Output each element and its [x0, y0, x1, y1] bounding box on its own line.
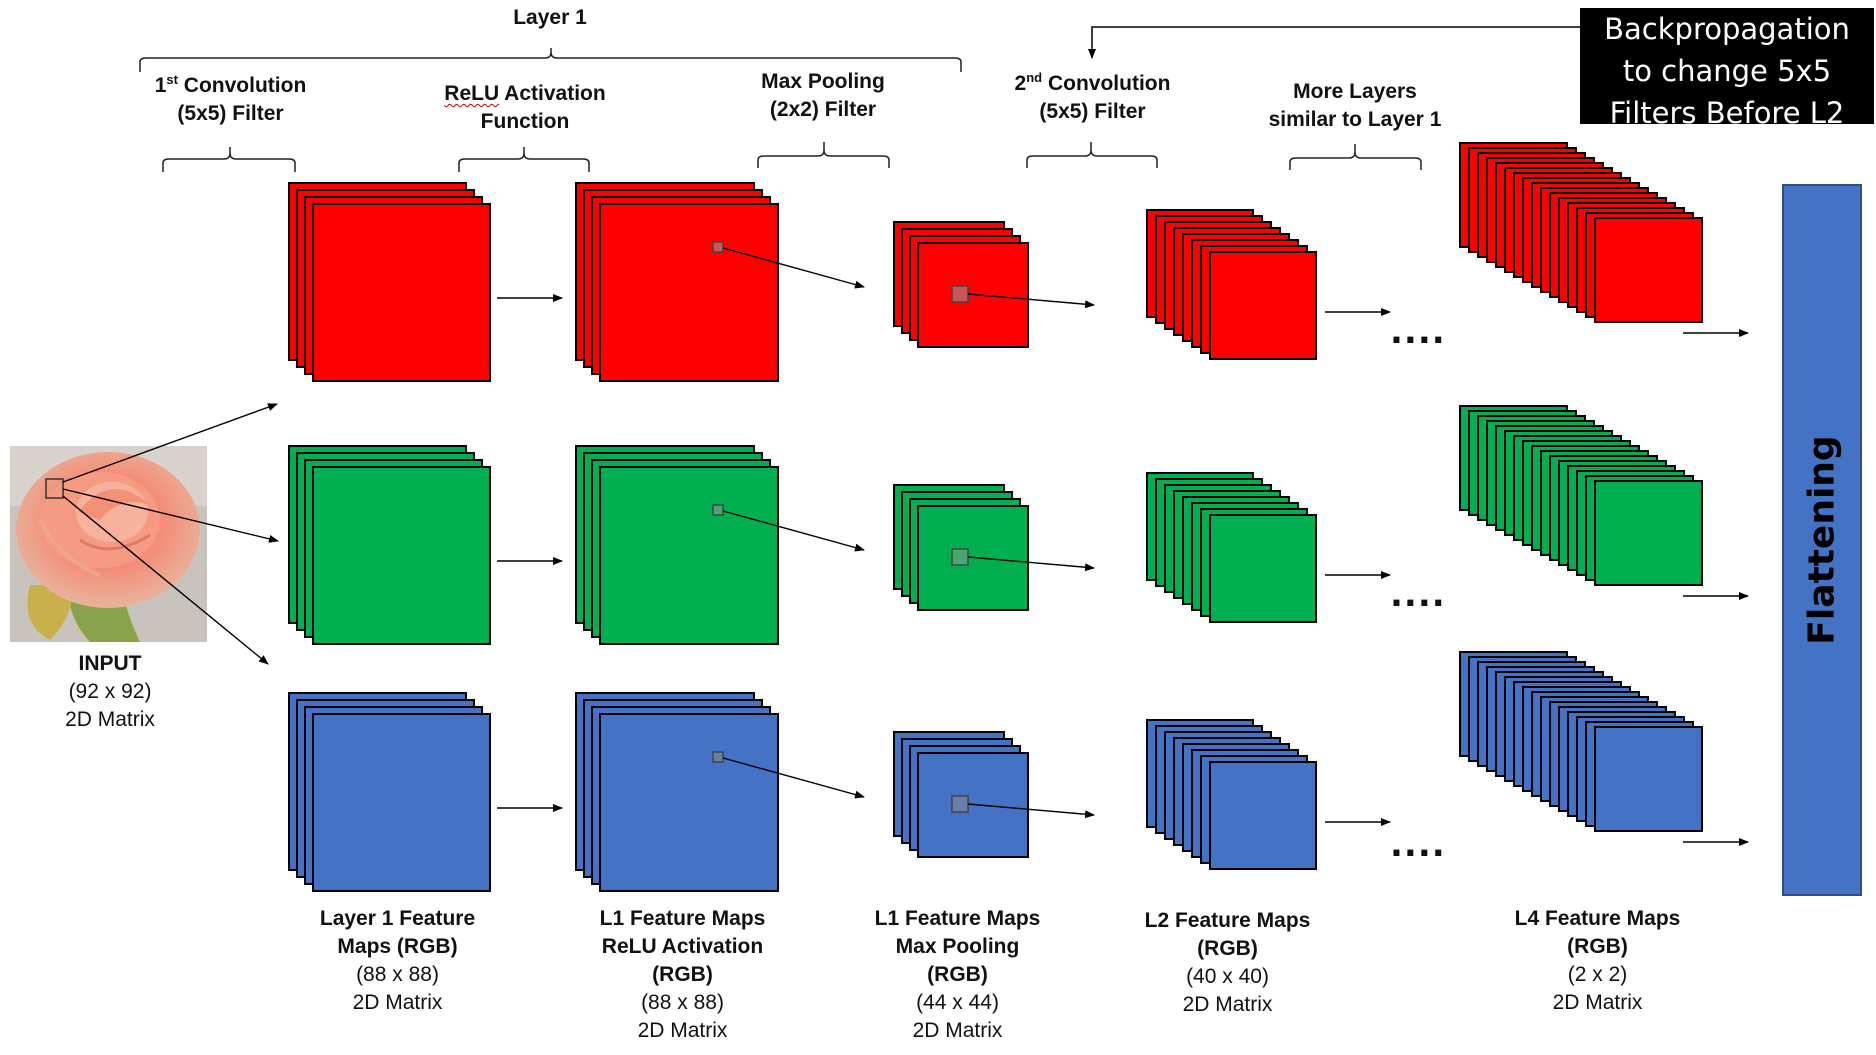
pool-filter-window-blue	[951, 795, 969, 813]
layer1-title: Layer 1	[513, 6, 587, 29]
l2-red-map-8	[1209, 251, 1317, 360]
l4-blue-map-16	[1594, 726, 1703, 832]
arrow-pool-l2-red	[967, 293, 1095, 309]
layer1-brace	[139, 48, 962, 72]
ellipsis-green: ....	[1390, 575, 1446, 615]
input-caption: INPUT (92 x 92) 2D Matrix	[65, 652, 155, 731]
layer1-blue-map-4	[312, 713, 491, 892]
more-layers-label: More Layers similar to Layer 1	[1268, 80, 1442, 131]
relu-label: ReLU Activation Function	[444, 82, 606, 133]
conv1-label: 1st Convolution (5x5) Filter	[154, 72, 307, 125]
rose-photo-icon	[10, 446, 207, 642]
relu-red-map-4	[599, 203, 779, 382]
layer1-red-map-4	[312, 203, 491, 382]
arrow-pool-l2-blue	[967, 803, 1095, 819]
backprop-arrow	[1088, 26, 1580, 59]
layer1-green-map-4	[312, 466, 491, 645]
l2-blue-map-8	[1209, 761, 1317, 870]
conv2-label: 2nd Convolution (5x5) Filter	[1014, 70, 1171, 123]
flattening-bar: Flattening	[1782, 184, 1862, 896]
pool-filter-window-green	[951, 548, 969, 566]
relu-blue-map-4	[599, 713, 779, 892]
relu-filter-window-blue	[712, 751, 724, 763]
ellipsis-red: ....	[1390, 312, 1446, 352]
pool-caption: L1 Feature Maps Max Pooling (RGB) (44 x …	[874, 907, 1041, 1042]
relu-green-map-4	[599, 466, 779, 645]
arrow-relu-pool-blue	[722, 757, 865, 799]
l2-green-map-8	[1209, 514, 1317, 623]
ellipsis-blue: ....	[1390, 825, 1446, 865]
l4-green-map-16	[1594, 480, 1703, 586]
backprop-box: Backpropagation to change 5x5 Filters Be…	[1580, 8, 1874, 130]
input-filter-window	[45, 478, 64, 499]
more-layers-brace	[1289, 144, 1422, 170]
layer1-caption: Layer 1 Feature Maps (RGB) (88 x 88) 2D …	[319, 907, 476, 1014]
relu-caption: L1 Feature Maps ReLU Activation (RGB) (8…	[599, 907, 766, 1042]
arrow-pool-l2-green	[967, 556, 1095, 572]
conv2-brace	[1026, 142, 1158, 168]
l2-caption: L2 Feature Maps (RGB) (40 x 40) 2D Matri…	[1144, 909, 1311, 1016]
input-arrows	[62, 403, 279, 665]
maxpool-label: Max Pooling (2x2) Filter	[761, 70, 885, 121]
relu-filter-window-green	[712, 504, 724, 516]
flattening-label: Flattening	[1801, 435, 1843, 645]
maxpool-brace	[757, 142, 890, 168]
relu-filter-window-red	[712, 241, 724, 253]
pool-filter-window-red	[951, 285, 969, 303]
l4-red-map-16	[1594, 217, 1703, 323]
arrow-relu-pool-red	[722, 247, 865, 289]
pool-red-map-4	[917, 242, 1029, 348]
l4-caption: L4 Feature Maps (RGB) (2 x 2) 2D Matrix	[1514, 907, 1681, 1014]
relu-brace	[458, 147, 590, 172]
arrow-relu-pool-green	[722, 510, 865, 552]
conv1-brace	[162, 147, 296, 172]
